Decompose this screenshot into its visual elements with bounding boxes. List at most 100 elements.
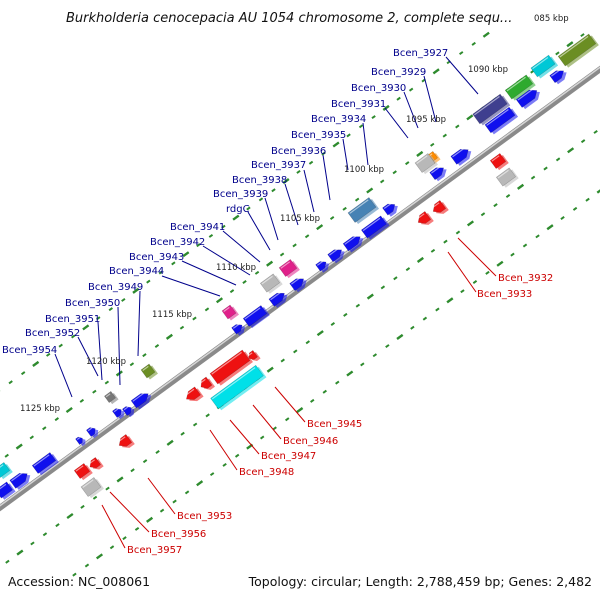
gene-feature[interactable] — [530, 54, 559, 79]
gene-feature-body[interactable] — [198, 376, 213, 391]
gene-label-bcen-3933[interactable]: Bcen_3933 — [477, 289, 532, 300]
gene-feature-body[interactable] — [327, 246, 345, 263]
gene-feature[interactable] — [268, 289, 290, 309]
gene-feature-body[interactable] — [414, 153, 436, 173]
gene-label-bcen-3941[interactable]: Bcen_3941 — [170, 222, 225, 233]
gene-feature[interactable] — [209, 349, 253, 386]
gene-feature[interactable] — [429, 163, 450, 182]
gene-feature-body[interactable] — [415, 211, 432, 226]
gene-feature[interactable] — [246, 350, 261, 364]
gene-feature-body[interactable] — [140, 363, 156, 379]
gene-feature-body[interactable] — [342, 233, 363, 252]
gene-label-bcen-3939[interactable]: Bcen_3939 — [213, 189, 268, 200]
gene-feature-body[interactable] — [495, 167, 517, 187]
gene-feature[interactable] — [140, 363, 158, 380]
gene-feature-body[interactable] — [430, 200, 447, 215]
gene-feature[interactable] — [361, 215, 390, 241]
gene-label-bcen-3929[interactable]: Bcen_3929 — [371, 67, 426, 78]
gene-feature[interactable] — [515, 86, 543, 110]
gene-feature[interactable] — [415, 211, 434, 229]
gene-label-bcen-3932[interactable]: Bcen_3932 — [498, 273, 553, 284]
gene-label-bcen-3944[interactable]: Bcen_3944 — [109, 266, 164, 277]
gene-feature[interactable] — [278, 259, 300, 279]
gene-feature[interactable] — [80, 477, 104, 499]
gene-feature[interactable] — [504, 74, 536, 102]
gene-feature[interactable] — [472, 93, 511, 126]
gene-feature-body[interactable] — [549, 67, 567, 84]
gene-label-bcen-3948[interactable]: Bcen_3948 — [239, 467, 294, 478]
gene-feature[interactable] — [231, 321, 248, 337]
gene-label-bcen-3927[interactable]: Bcen_3927 — [393, 48, 448, 59]
gene-feature-body[interactable] — [221, 304, 237, 320]
gene-feature-body[interactable] — [246, 350, 258, 361]
gene-feature-body[interactable] — [0, 462, 11, 478]
gene-feature-body[interactable] — [210, 364, 264, 410]
gene-label-bcen-3942[interactable]: Bcen_3942 — [150, 237, 205, 248]
gene-feature[interactable] — [86, 425, 100, 439]
gene-feature[interactable] — [122, 404, 136, 418]
gene-feature[interactable] — [87, 457, 104, 473]
gene-feature-body[interactable] — [130, 390, 151, 409]
gene-label-bcen-3947[interactable]: Bcen_3947 — [261, 451, 316, 462]
gene-label-bcen-3934[interactable]: Bcen_3934 — [311, 114, 366, 125]
gene-feature-body[interactable] — [472, 93, 508, 125]
gene-feature[interactable] — [347, 197, 380, 225]
gene-label-bcen-3938[interactable]: Bcen_3938 — [232, 175, 287, 186]
gene-label-rdgc[interactable]: rdgC — [226, 204, 250, 215]
gene-feature-body[interactable] — [31, 452, 57, 474]
gene-feature-body[interactable] — [268, 290, 287, 307]
gene-label-bcen-3952[interactable]: Bcen_3952 — [25, 328, 80, 339]
gene-label-bcen-3957[interactable]: Bcen_3957 — [127, 545, 182, 556]
gene-feature-body[interactable] — [504, 74, 534, 100]
gene-feature-body[interactable] — [557, 33, 597, 67]
gene-feature[interactable] — [242, 305, 270, 329]
gene-label-bcen-3953[interactable]: Bcen_3953 — [177, 511, 232, 522]
gene-feature[interactable] — [489, 153, 509, 171]
gene-feature[interactable] — [549, 66, 570, 85]
gene-feature[interactable] — [0, 481, 16, 501]
gene-feature[interactable] — [414, 153, 438, 175]
gene-feature-body[interactable] — [231, 322, 245, 335]
gene-feature-body[interactable] — [259, 273, 281, 293]
gene-feature-body[interactable] — [80, 477, 102, 497]
gene-feature[interactable] — [315, 258, 332, 274]
gene-feature[interactable] — [495, 167, 519, 189]
gene-feature[interactable] — [557, 33, 599, 68]
gene-feature[interactable] — [116, 434, 135, 452]
gene-label-bcen-3949[interactable]: Bcen_3949 — [88, 282, 143, 293]
gene-feature[interactable] — [130, 389, 154, 410]
gene-feature-body[interactable] — [484, 106, 516, 134]
gene-feature-body[interactable] — [361, 215, 387, 239]
gene-feature[interactable] — [75, 435, 88, 447]
gene-feature-body[interactable] — [450, 146, 471, 165]
gene-label-bcen-3945[interactable]: Bcen_3945 — [307, 419, 362, 430]
gene-feature[interactable] — [430, 200, 449, 218]
gene-feature[interactable] — [112, 406, 126, 420]
gene-label-bcen-3943[interactable]: Bcen_3943 — [129, 252, 184, 263]
gene-feature-body[interactable] — [73, 463, 91, 479]
gene-feature-body[interactable] — [347, 197, 377, 223]
gene-feature[interactable] — [484, 106, 519, 135]
gene-feature[interactable] — [210, 364, 267, 411]
gene-feature-body[interactable] — [315, 259, 329, 272]
gene-label-bcen-3930[interactable]: Bcen_3930 — [351, 83, 406, 94]
gene-label-bcen-3950[interactable]: Bcen_3950 — [65, 298, 120, 309]
gene-feature-body[interactable] — [87, 457, 102, 470]
gene-feature[interactable] — [327, 245, 348, 264]
gene-feature-body[interactable] — [183, 386, 201, 403]
gene-label-bcen-3931[interactable]: Bcen_3931 — [331, 99, 386, 110]
gene-label-bcen-3935[interactable]: Bcen_3935 — [291, 130, 346, 141]
gene-feature[interactable] — [342, 232, 366, 253]
gene-feature[interactable] — [183, 386, 204, 406]
gene-feature-body[interactable] — [209, 349, 251, 385]
gene-feature-body[interactable] — [429, 164, 447, 181]
gene-feature-body[interactable] — [530, 54, 556, 78]
gene-feature-body[interactable] — [0, 481, 13, 499]
gene-feature-body[interactable] — [289, 275, 307, 292]
gene-feature-body[interactable] — [116, 434, 133, 449]
gene-feature[interactable] — [104, 391, 119, 405]
gene-feature-body[interactable] — [242, 305, 268, 327]
gene-label-bcen-3936[interactable]: Bcen_3936 — [271, 146, 326, 157]
gene-features[interactable] — [0, 33, 599, 501]
gene-feature-body[interactable] — [278, 259, 298, 277]
